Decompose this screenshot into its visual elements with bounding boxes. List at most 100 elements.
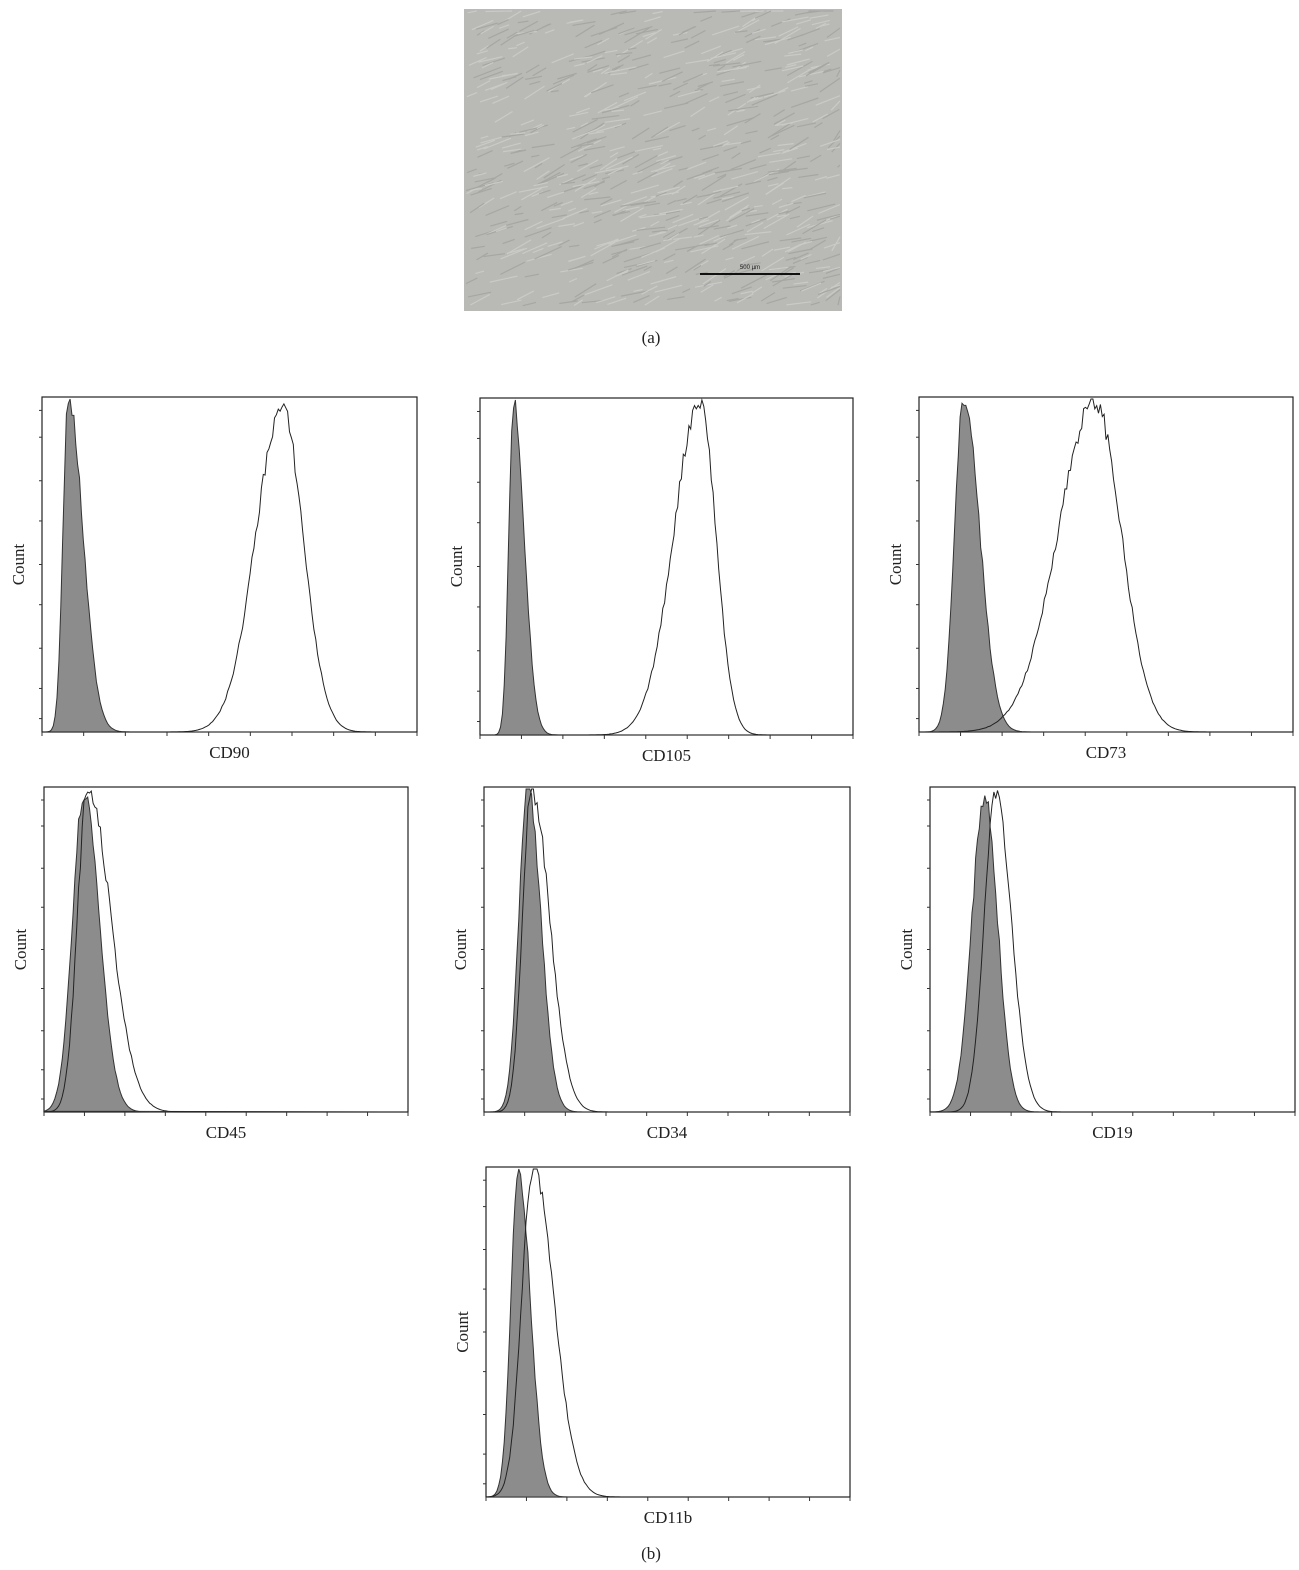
cell (767, 122, 791, 139)
cell (819, 77, 841, 93)
cell (592, 68, 603, 73)
cell (768, 170, 790, 176)
cell (788, 248, 813, 255)
cell (490, 220, 508, 227)
cell (655, 155, 676, 162)
cell (665, 215, 680, 222)
panel-label: (a) (642, 328, 661, 347)
cell (610, 179, 627, 190)
cell (799, 240, 813, 246)
cell (639, 242, 662, 250)
cell (822, 108, 840, 120)
cell (700, 144, 724, 151)
cell (673, 180, 683, 188)
cell (569, 19, 582, 23)
cell (702, 267, 727, 285)
plot-frame (41, 396, 418, 733)
cell (627, 270, 651, 281)
cell (469, 202, 485, 214)
cell (481, 61, 494, 69)
cell (665, 210, 681, 215)
cell (501, 73, 518, 77)
cell (596, 296, 616, 304)
cell (693, 219, 710, 226)
cell (662, 229, 676, 239)
cell (765, 273, 778, 281)
cell (751, 219, 761, 224)
cell (584, 81, 607, 98)
cell (466, 92, 478, 98)
cell (650, 276, 677, 285)
cell (781, 65, 804, 72)
cell (634, 144, 663, 152)
cell (617, 54, 631, 63)
cell (517, 20, 529, 24)
cell (540, 201, 558, 212)
cell (720, 196, 734, 200)
cell (524, 273, 540, 278)
cell (785, 64, 797, 68)
cell (584, 39, 603, 49)
cell (494, 111, 513, 123)
cell (630, 200, 657, 207)
cell-texture (465, 10, 841, 307)
cell (732, 53, 745, 61)
cell (510, 149, 527, 154)
cell (559, 300, 578, 305)
cell (471, 245, 485, 249)
cell (604, 49, 618, 54)
cell (648, 80, 663, 85)
cell (522, 242, 548, 255)
cell (571, 128, 598, 140)
cell (562, 207, 588, 220)
cell (745, 35, 761, 44)
cell (539, 189, 551, 195)
cell (685, 59, 710, 65)
cell (698, 134, 706, 140)
cell (502, 238, 515, 245)
cell (795, 19, 812, 25)
cell (531, 143, 555, 149)
cell (684, 40, 700, 49)
cell (570, 153, 588, 164)
cell (690, 245, 719, 253)
cell (470, 187, 492, 196)
cell (601, 104, 630, 114)
cell (633, 294, 650, 303)
cell (518, 124, 548, 133)
cell (713, 62, 741, 67)
cell (774, 119, 786, 127)
cell (620, 207, 645, 222)
cell (478, 197, 495, 209)
cell (524, 85, 545, 100)
cell (551, 214, 567, 219)
cell (622, 153, 640, 165)
cell (591, 114, 620, 120)
cell (476, 252, 489, 261)
cell (778, 86, 789, 93)
cell (678, 216, 703, 227)
cell (749, 164, 767, 170)
cell (760, 291, 776, 302)
cell (531, 154, 540, 158)
cell (765, 182, 784, 195)
cell (476, 146, 488, 151)
cell (730, 159, 757, 171)
cell (497, 19, 509, 26)
cell (488, 28, 509, 39)
x-axis-label: CD34 (647, 1123, 688, 1142)
cell (479, 95, 499, 103)
cell (624, 27, 650, 44)
cell (644, 295, 660, 306)
cell (761, 248, 774, 257)
cell (778, 210, 790, 215)
cell (723, 146, 738, 152)
cell (696, 243, 710, 247)
cell (618, 27, 635, 35)
cell (543, 164, 565, 179)
cell (766, 296, 787, 305)
cell (825, 267, 841, 274)
cell (573, 56, 593, 60)
cell (667, 200, 677, 206)
cell (518, 185, 548, 193)
